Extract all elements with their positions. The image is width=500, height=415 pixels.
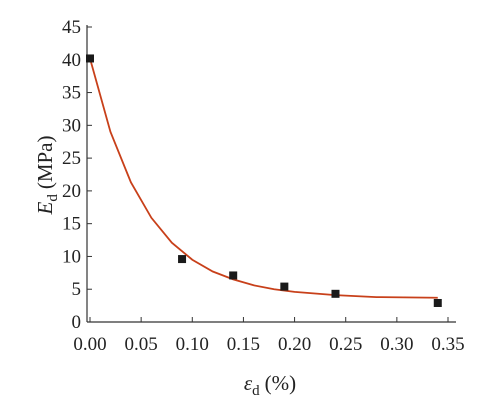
- y-tick-label: 25: [62, 148, 81, 169]
- y-tick-label: 35: [62, 83, 81, 104]
- x-tick-label: 0.20: [278, 334, 311, 355]
- fit-curve: [89, 58, 438, 299]
- y-tick-label: 45: [62, 17, 81, 38]
- x-label-symbol: ε: [244, 371, 253, 395]
- y-label-unit: (MPa): [33, 136, 57, 190]
- data-point: [229, 271, 238, 280]
- data-point: [178, 255, 187, 264]
- y-tick-label: 30: [62, 115, 81, 136]
- y-tick-label: 20: [62, 181, 81, 202]
- y-tick-label: 40: [62, 50, 81, 71]
- x-axis-label: εd (%): [244, 371, 296, 399]
- data-point: [280, 282, 289, 291]
- x-tick-label: 0.10: [176, 334, 209, 355]
- y-label-symbol: E: [33, 202, 57, 216]
- y-label-subscript: d: [45, 194, 61, 202]
- x-tick-label: 0.15: [227, 334, 260, 355]
- x-tick-label: 0.35: [431, 334, 464, 355]
- y-tick-label: 15: [62, 214, 81, 235]
- data-point: [433, 298, 442, 307]
- y-axis-label: Ed (MPa): [33, 136, 61, 216]
- data-point: [86, 54, 94, 63]
- data-point: [331, 289, 340, 298]
- y-tick-label: 10: [62, 246, 81, 267]
- y-tick-label: 5: [72, 279, 82, 300]
- x-tick-label: 0.05: [125, 334, 158, 355]
- x-tick-label: 0.25: [329, 334, 362, 355]
- x-label-unit: (%): [265, 371, 296, 395]
- x-tick-label: 0.30: [380, 334, 413, 355]
- x-tick-label: 0.00: [73, 334, 106, 355]
- x-label-subscript: d: [252, 383, 260, 399]
- y-tick-label: 0: [72, 312, 82, 333]
